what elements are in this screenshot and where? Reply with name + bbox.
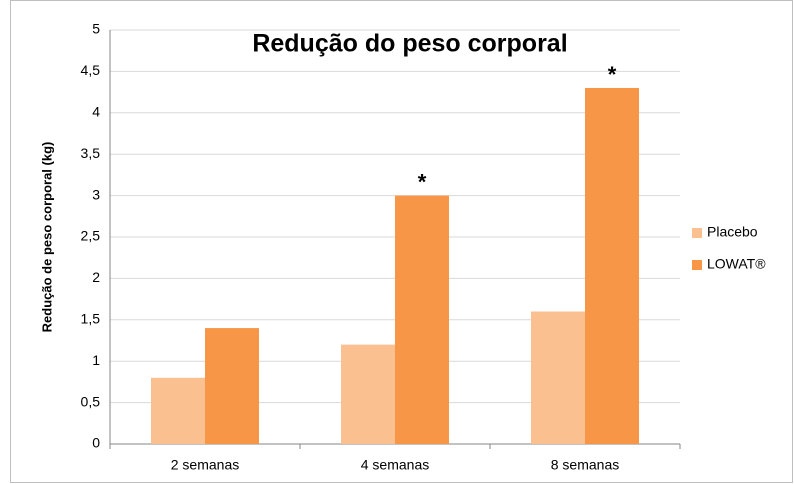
x-tick-label: 4 semanas <box>361 457 429 473</box>
legend-swatch <box>692 260 702 270</box>
bar <box>585 87 639 445</box>
bar <box>531 311 585 444</box>
annotation: * <box>418 169 427 194</box>
bar <box>205 328 259 444</box>
y-tick-label: 2,5 <box>81 228 101 244</box>
y-tick-label: 4,5 <box>81 62 101 78</box>
y-axis-title: Redução de peso corporal (kg) <box>39 142 54 333</box>
chart-title: Redução do peso corporal <box>252 30 567 58</box>
y-tick-label: 5 <box>92 21 100 37</box>
legend-label: Placebo <box>707 224 758 240</box>
y-tick-label: 2 <box>92 269 100 285</box>
y-tick-label: 0,5 <box>81 393 101 409</box>
y-tick-label: 3 <box>92 186 100 202</box>
x-tick-label: 8 semanas <box>551 457 619 473</box>
y-tick-label: 0 <box>92 435 100 451</box>
bar <box>395 195 449 444</box>
legend-swatch <box>692 228 702 238</box>
bar <box>151 377 205 444</box>
legend-label: LOWAT® <box>707 256 766 272</box>
y-tick-label: 3,5 <box>81 145 101 161</box>
bar <box>341 344 395 444</box>
y-tick-label: 1 <box>92 352 100 368</box>
x-tick-label: 2 semanas <box>171 457 239 473</box>
y-tick-label: 4 <box>92 104 100 120</box>
annotation: * <box>608 62 617 87</box>
y-tick-label: 1,5 <box>81 311 101 327</box>
